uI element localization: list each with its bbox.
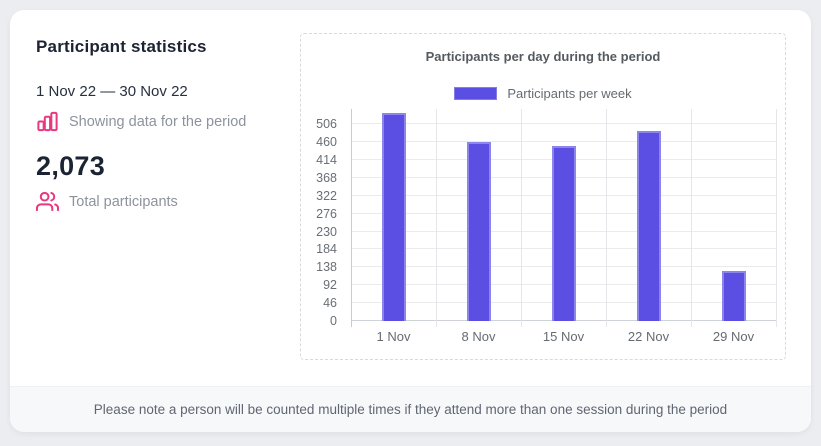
y-tick-label: 138 (316, 260, 337, 275)
users-icon (36, 190, 59, 213)
y-tick-label: 230 (316, 224, 337, 239)
footer-note-bar: Please note a person will be counted mul… (10, 386, 811, 432)
bar-22-nov (636, 131, 661, 321)
x-tick-label: 8 Nov (461, 329, 496, 344)
x-gridline (776, 109, 777, 327)
y-tick-label: 460 (316, 135, 337, 150)
x-gridline (436, 109, 437, 327)
bar-15-nov (551, 145, 576, 321)
y-tick-label: 0 (330, 314, 337, 328)
date-range: 1 Nov 22 — 30 Nov 22 (36, 83, 188, 100)
y-axis-line (351, 109, 352, 327)
participant-statistics-card: Participant statistics 1 Nov 22 — 30 Nov… (10, 10, 811, 432)
period-row: Showing data for the period (36, 110, 246, 133)
y-tick-label: 506 (316, 117, 337, 132)
y-tick-label: 414 (316, 152, 337, 167)
y-tick-label: 368 (316, 170, 337, 185)
bar-chart-icon (36, 110, 59, 133)
x-tick-label: 15 Nov (542, 329, 585, 344)
total-participants-value: 2,073 (36, 151, 106, 181)
y-gridline (351, 123, 776, 125)
y-tick-label: 276 (316, 206, 337, 221)
plot-area (351, 109, 777, 327)
page-title: Participant statistics (36, 37, 207, 56)
bar-1-nov (381, 112, 406, 321)
x-gridline (521, 109, 522, 327)
y-tick-label: 92 (323, 278, 337, 293)
x-axis-labels: 1 Nov 8 Nov 15 Nov 22 Nov 29 Nov (351, 329, 776, 347)
x-gridline (606, 109, 607, 327)
footer-note: Please note a person will be counted mul… (93, 402, 728, 417)
chart-legend-item[interactable]: Participants per week (301, 86, 785, 101)
y-tick-label: 46 (323, 296, 337, 311)
bar-29-nov (721, 271, 746, 321)
y-axis-labels: 0 46 92 138 184 230 276 322 368 414 460 506 (301, 109, 344, 328)
chart-container: Participants per day during the period P… (300, 33, 786, 360)
legend-label: Participants per week (507, 86, 632, 101)
y-tick-label: 322 (316, 188, 337, 203)
legend-color-swatch (454, 87, 498, 100)
chart-title: Participants per day during the period (425, 49, 661, 64)
x-tick-label: 1 Nov (376, 329, 411, 344)
period-label: Showing data for the period (69, 113, 247, 130)
x-tick-label: 22 Nov (627, 329, 670, 344)
y-gridline (351, 141, 776, 143)
bar-8-nov (466, 142, 491, 321)
y-tick-label: 184 (316, 242, 337, 257)
total-participants-label: Total participants (69, 193, 178, 210)
total-row: Total participants (36, 190, 178, 213)
x-gridline (691, 109, 692, 327)
x-tick-label: 29 Nov (712, 329, 755, 344)
